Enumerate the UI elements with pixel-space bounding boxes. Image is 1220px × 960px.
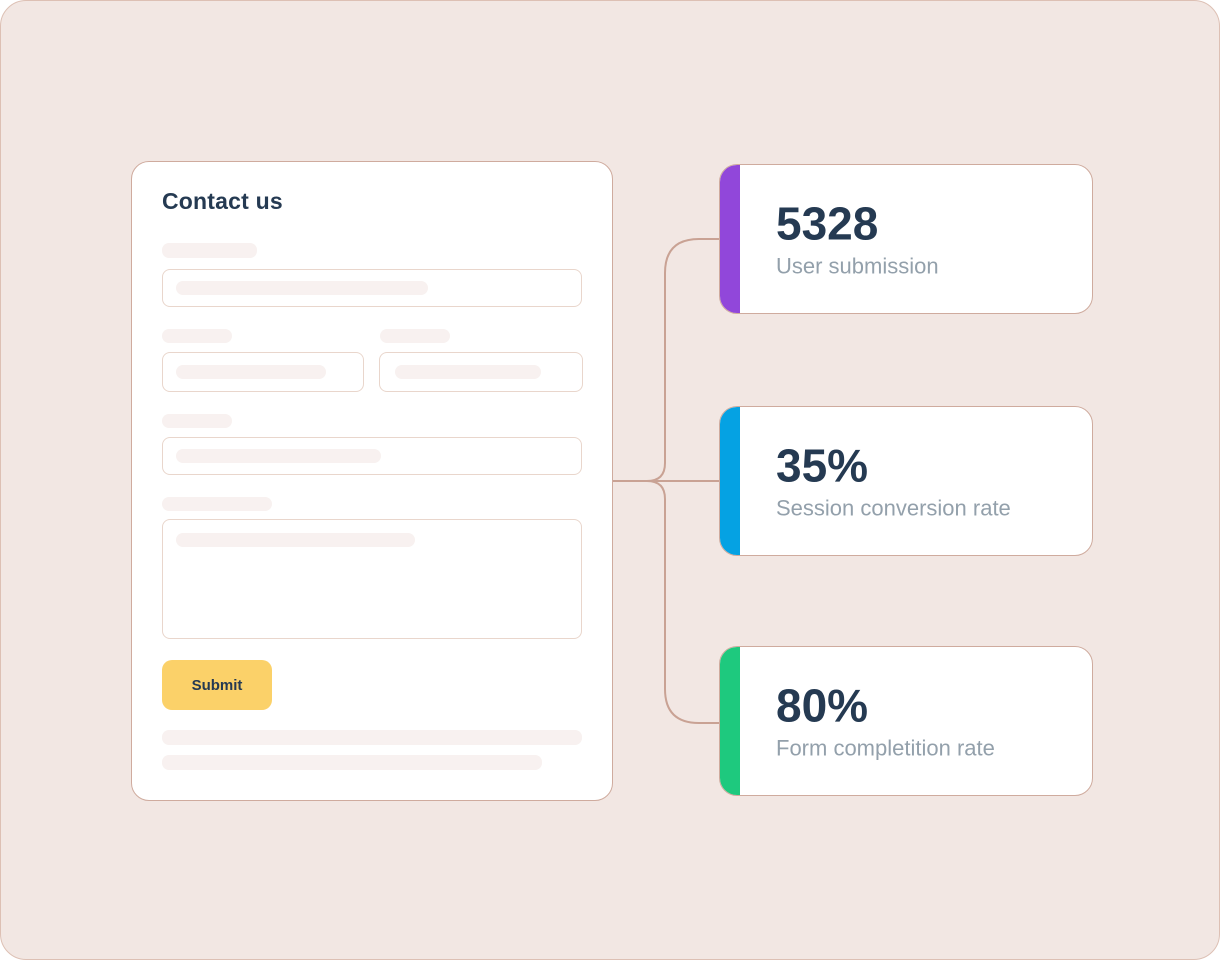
blue-accent-strip [720,407,740,555]
form-title: Contact us [162,188,283,214]
footer-text-skeleton [162,755,542,770]
input-placeholder-skeleton [176,281,428,295]
text-input-half-right[interactable] [379,352,583,392]
purple-accent-strip [720,165,740,313]
input-placeholder-skeleton [395,365,541,379]
stat-card-form-completion: 80% Form completition rate [719,646,1093,796]
stat-label: User submission [776,253,939,279]
connector-top [613,238,719,482]
stat-value: 35% [776,439,869,492]
stat-card-session-conversion: 35% Session conversion rate [719,406,1093,556]
field-label-skeleton [162,329,232,343]
text-input-full[interactable] [162,269,582,307]
text-input-half-left[interactable] [162,352,364,392]
text-input-full-2[interactable] [162,437,582,475]
footer-text-skeleton [162,730,582,745]
stat-label: Form completition rate [776,735,995,761]
field-label-skeleton [380,329,450,343]
field-label-skeleton [162,414,232,428]
field-label-skeleton [162,243,257,258]
message-textarea[interactable] [162,519,582,639]
textarea-placeholder-skeleton [176,533,415,547]
stat-value: 80% [776,679,869,732]
stat-value: 5328 [776,197,879,250]
stat-content: 5328 User submission [776,201,939,278]
stat-content: 80% Form completition rate [776,683,995,760]
stat-card-user-submission: 5328 User submission [719,164,1093,314]
green-accent-strip [720,647,740,795]
submit-button[interactable]: Submit [162,660,272,710]
input-placeholder-skeleton [176,365,326,379]
stat-label: Session conversion rate [776,495,1011,521]
input-placeholder-skeleton [176,449,381,463]
stat-content: 35% Session conversion rate [776,443,1011,520]
field-label-skeleton [162,497,272,511]
connector-bottom [613,480,719,724]
contact-form-card: Contact us Submit [131,161,613,801]
